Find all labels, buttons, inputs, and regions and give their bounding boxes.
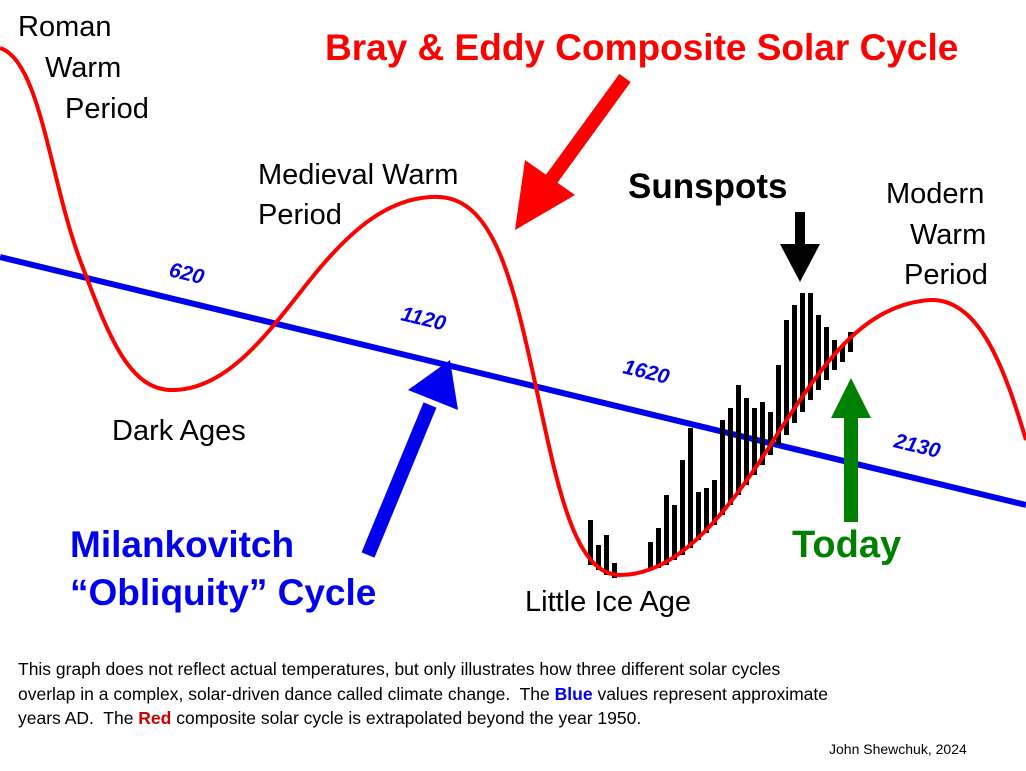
caption-highlight: Blue [554, 683, 593, 704]
caption-text: overlap in a complex, solar-driven dance… [18, 683, 555, 704]
label: Modern [886, 178, 984, 210]
green-arrow [831, 378, 871, 522]
label: Little Ice Age [525, 586, 691, 618]
caption-text: This graph does not reflect actual tempe… [18, 659, 781, 679]
black-arrow [780, 212, 820, 282]
label: Today [792, 524, 901, 566]
label: Milankovitch [70, 524, 294, 565]
year-label: 620 [167, 259, 207, 290]
label: “Obliquity” Cycle [70, 572, 376, 613]
label: Roman [18, 11, 112, 43]
caption: This graph does not reflect actual tempe… [18, 657, 828, 731]
label: Period [65, 93, 149, 125]
year-label: 2130 [891, 429, 943, 463]
blue-arrow [361, 360, 458, 558]
caption-text: composite solar cycle is extrapolated be… [171, 708, 642, 728]
year-label: 1620 [621, 356, 672, 389]
year-label: 1120 [399, 303, 449, 336]
label: Warm [45, 52, 121, 84]
caption-text: years AD. The [18, 708, 139, 728]
label: Sunspots [628, 167, 787, 206]
label: Warm [910, 219, 986, 251]
label: Period [904, 259, 988, 291]
label: Medieval Warm [258, 159, 458, 191]
title: Bray & Eddy Composite Solar Cycle [325, 27, 958, 68]
label: Dark Ages [112, 415, 246, 447]
caption-highlight: Red [138, 708, 172, 728]
label: Period [258, 199, 342, 231]
caption-text: values represent approximate [592, 683, 828, 704]
red-arrow [515, 73, 631, 230]
solar-cycle-curve [0, 46, 1026, 578]
credit: John Shewchuk, 2024 [829, 741, 967, 757]
